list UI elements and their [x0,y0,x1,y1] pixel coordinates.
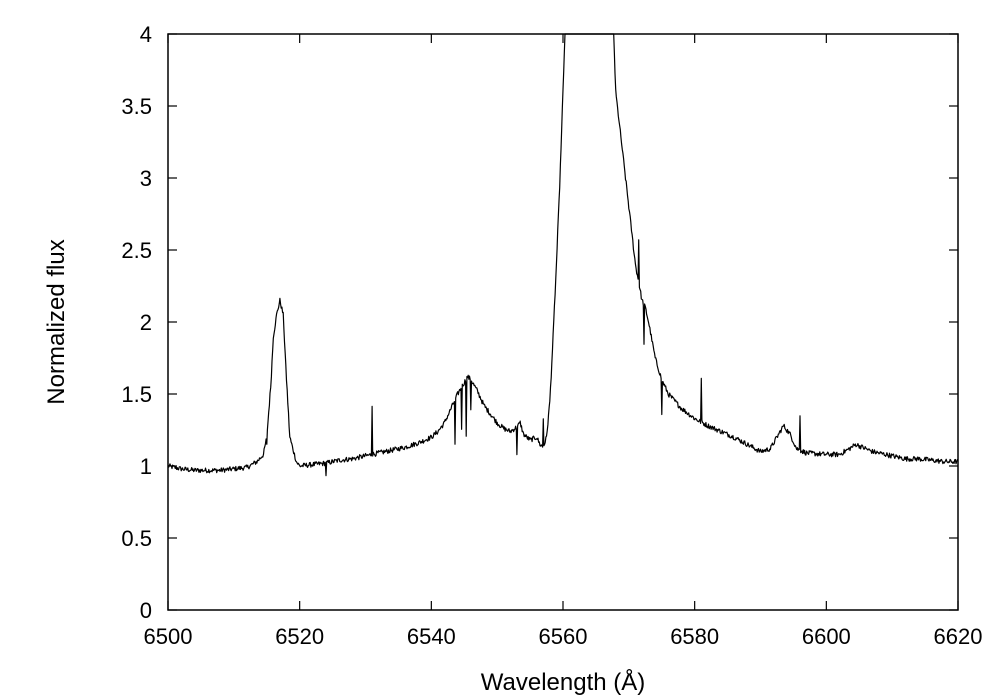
y-tick-label: 1 [140,454,152,479]
x-tick-label: 6500 [144,624,193,649]
plot-frame [167,33,959,611]
x-tick-label: 6580 [670,624,719,649]
y-tick-label: 3.5 [121,94,152,119]
x-tick-label: 6600 [802,624,851,649]
y-tick-label: 1.5 [121,382,152,407]
y-tick-label: 0.5 [121,526,152,551]
y-tick-label: 0 [140,598,152,623]
tick-labels: 6500 6520 6540 6560 6580 6600 6620 0 0.5 1 1.5 2 2.5… [121,22,982,649]
x-axis-label: Wavelength (Å) [481,668,646,696]
x-tick-label: 6620 [934,624,983,649]
x-tick-label: 6540 [407,624,456,649]
y-tick-label: 2.5 [121,238,152,263]
y-axis-label: Normalized flux [43,239,70,404]
y-tick-label: 4 [140,22,152,47]
flux-spectrum-line [167,33,959,477]
y-tick-label: 2 [140,310,152,335]
y-tick-label: 3 [140,166,152,191]
axis-ticks [167,33,959,611]
x-tick-label: 6520 [275,624,324,649]
x-tick-label: 6560 [539,624,588,649]
